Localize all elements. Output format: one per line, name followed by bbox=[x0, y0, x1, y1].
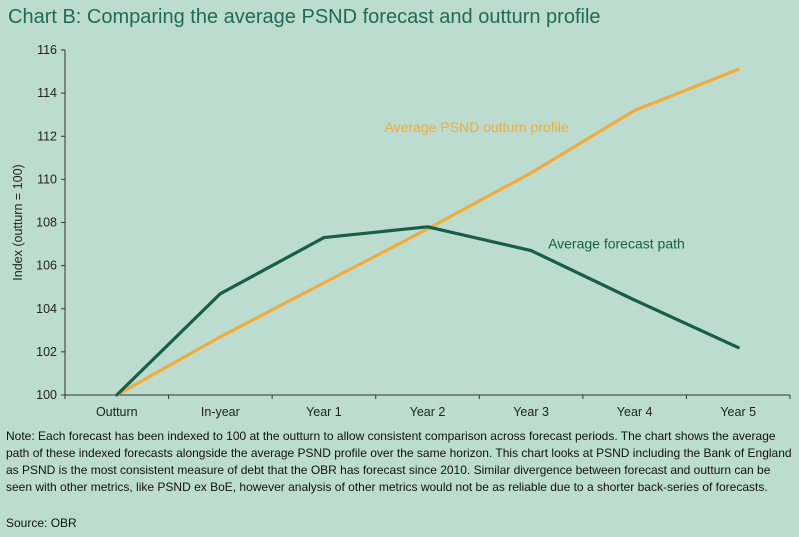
outturn-profile-annotation: Average PSND outturn profile bbox=[385, 119, 569, 135]
x-tick-label: Year 1 bbox=[306, 405, 342, 419]
x-tick-label: Year 4 bbox=[617, 405, 653, 419]
x-tick-label: Year 2 bbox=[410, 405, 446, 419]
forecast-path-annotation: Average forecast path bbox=[548, 235, 685, 251]
x-tick-label: Year 3 bbox=[513, 405, 549, 419]
outturn-profile-line bbox=[115, 67, 740, 397]
y-tick-label: 104 bbox=[36, 302, 57, 316]
y-tick-label: 114 bbox=[37, 86, 57, 100]
chart-source: Source: OBR bbox=[6, 516, 77, 530]
line-chart: 100 102 104 106 108 110 112 114 116 Outturn In-ye… bbox=[11, 43, 791, 419]
series-layer bbox=[115, 67, 740, 397]
y-tick-label: 106 bbox=[36, 259, 57, 273]
y-axis-label: Index (outturn = 100) bbox=[11, 164, 25, 280]
y-axis-ticks: 100 102 104 106 108 110 112 114 116 bbox=[36, 43, 65, 402]
y-tick-label: 112 bbox=[37, 129, 57, 143]
x-tick-label: In-year bbox=[201, 405, 240, 419]
y-tick-label: 110 bbox=[37, 172, 57, 186]
x-tick-label: Outturn bbox=[96, 405, 138, 419]
y-tick-label: 102 bbox=[36, 345, 57, 359]
chart-title: Chart B: Comparing the average PSND fore… bbox=[8, 6, 601, 28]
chart-note: Note: Each forecast has been indexed to … bbox=[6, 429, 792, 494]
y-tick-label: 100 bbox=[36, 388, 57, 402]
x-tick-label: Year 5 bbox=[720, 405, 756, 419]
forecast-path-line bbox=[115, 225, 740, 397]
y-tick-label: 108 bbox=[36, 216, 57, 230]
x-axis-ticks: Outturn In-year Year 1 Year 2 Year 3 Year 4 Ye… bbox=[64, 395, 791, 419]
y-tick-label: 116 bbox=[37, 43, 57, 57]
